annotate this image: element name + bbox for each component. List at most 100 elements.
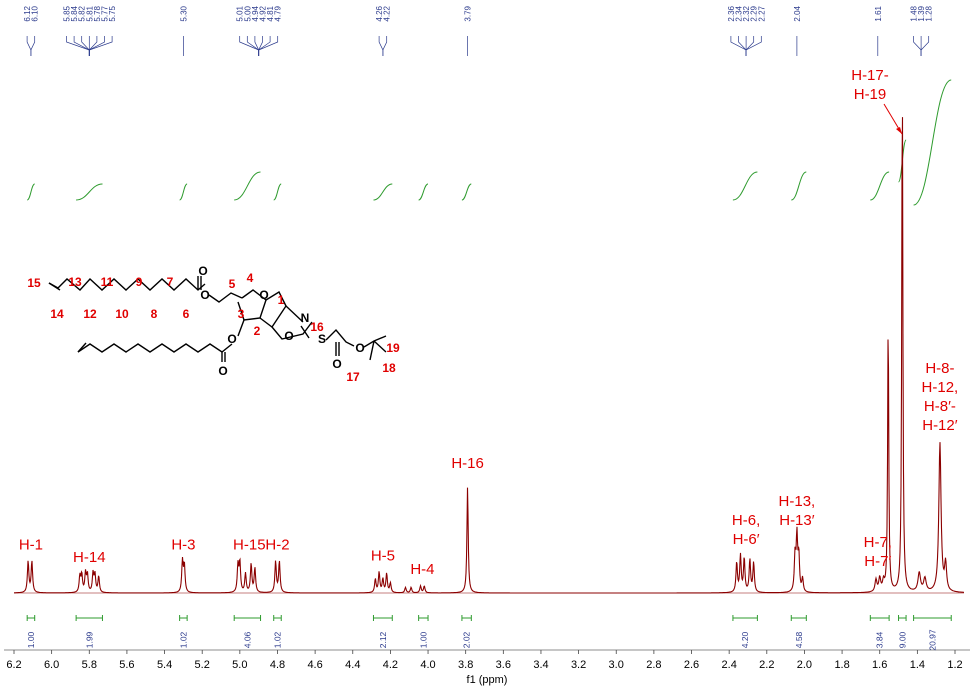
peak-annotation: H-16 [451, 455, 484, 472]
peak-value-label: 4.81 [266, 5, 275, 21]
peak-label-connector [920, 36, 930, 56]
atom-symbol: O [259, 288, 268, 302]
x-tick-label: 2.8 [646, 659, 661, 671]
x-tick-label: 1.2 [947, 659, 962, 671]
atom-number: 6 [183, 307, 190, 321]
atom-symbol: O [355, 341, 364, 355]
x-tick-label: 2.6 [684, 659, 699, 671]
x-tick-label: 4.2 [383, 659, 398, 671]
integral-value: 1.00 [418, 631, 428, 648]
x-tick-label: 5.0 [232, 659, 247, 671]
peak-annotation: H-13, [779, 493, 816, 510]
peak-annotation: H-5 [371, 548, 395, 565]
atom-number: 4 [247, 271, 254, 285]
atom-symbol: O [332, 357, 341, 371]
peak-value-label: 4.94 [251, 5, 260, 21]
peak-value-label: 1.28 [925, 5, 934, 21]
integral-curve [870, 171, 890, 201]
peak-value-label: 4.79 [274, 5, 283, 21]
atom-symbol: O [284, 329, 293, 343]
peak-value-label: 5.30 [179, 5, 188, 21]
atom-number: 7 [167, 275, 174, 289]
integral-curve [234, 171, 261, 201]
integral-value: 4.20 [740, 631, 750, 648]
atom-number: 2 [254, 324, 261, 338]
peak-label-connector [382, 36, 388, 56]
atom-number: 5 [229, 277, 236, 291]
peak-label-connector [745, 36, 762, 56]
atom-number: 18 [382, 361, 396, 375]
atom-number: 10 [115, 307, 129, 321]
x-tick-label: 2.4 [722, 659, 737, 671]
x-tick-label: 2.2 [759, 659, 774, 671]
atom-symbol: N [301, 311, 310, 325]
integral-curve [418, 183, 429, 201]
atom-symbol: O [200, 288, 209, 302]
peak-value-label: 5.77 [101, 5, 110, 21]
peak-annotation: H-2 [265, 537, 289, 554]
atom-symbol: S [318, 332, 326, 346]
integral-curve [461, 183, 472, 201]
peak-annotation: H-8- [925, 360, 954, 377]
peak-annotation: H-4 [410, 561, 434, 578]
x-tick-label: 3.4 [533, 659, 548, 671]
atom-symbol: O [198, 264, 207, 278]
peak-value-label: 5.01 [236, 5, 245, 21]
peak-label-connector [258, 36, 279, 56]
integral-value: 20.97 [927, 629, 937, 651]
atom-number: 13 [68, 275, 82, 289]
integral-value: 3.84 [875, 631, 885, 648]
atom-number: 17 [346, 370, 360, 384]
peak-value-label: 1.48 [910, 5, 919, 21]
x-tick-label: 5.2 [195, 659, 210, 671]
atom-number: 1 [278, 293, 285, 307]
x-tick-label: 6.0 [44, 659, 59, 671]
integral-bars: 1.00 1.99 1.02 4.06 1.02 2.12 1.00 2.02 4.20 4.58… [26, 615, 952, 651]
x-tick-label: 1.4 [910, 659, 925, 671]
peak-value-label: 6.10 [31, 5, 40, 21]
integral-value: 2.02 [462, 631, 472, 648]
peak-value-label: 5.00 [243, 5, 252, 21]
x-axis-label: f1 (ppm) [467, 674, 508, 686]
peak-annotation: H-8′- [924, 398, 956, 415]
peak-annotation: H-6, [732, 512, 760, 529]
atom-symbol: O [227, 332, 236, 346]
peak-annotation: H-12, [922, 379, 959, 396]
x-tick-label: 4.8 [270, 659, 285, 671]
atom-number: 19 [386, 341, 400, 355]
atom-symbol: O [218, 364, 227, 378]
integral-value: 2.12 [378, 631, 388, 648]
x-tick-label: 3.8 [458, 659, 473, 671]
peak-value-label: 5.85 [63, 5, 72, 21]
peak-labels: 6.126.10 5.855.845.825.815.785.775.75 5.30… [23, 5, 934, 56]
peak-annotation: H-13′ [779, 512, 815, 529]
atom-number: 3 [238, 307, 245, 321]
peak-value-label: 2.04 [793, 5, 802, 21]
callout-arrowhead [896, 127, 902, 134]
x-tick-label: 3.0 [609, 659, 624, 671]
peak-value-label: 2.29 [750, 5, 759, 21]
peak-value-label: 2.34 [735, 5, 744, 21]
peak-annotation: H-19 [854, 86, 887, 103]
x-tick-label: 5.8 [82, 659, 97, 671]
peak-annotation: H-14 [73, 549, 106, 566]
atom-number: 16 [310, 320, 324, 334]
peak-value-label: 1.39 [917, 5, 926, 21]
x-axis: 6.2 6.0 5.8 5.6 5.4 5.2 5.0 4.8 4.6 4.4 4.2 4.0 3.8 3… [4, 649, 970, 686]
peak-annotation: H-12′ [922, 417, 958, 434]
atom-number: 14 [50, 307, 64, 321]
peak-value-label: 5.81 [85, 5, 94, 21]
peak-value-label: 2.27 [757, 5, 766, 21]
x-tick-label: 4.0 [420, 659, 435, 671]
integral-curve [791, 171, 807, 201]
atom-number: 15 [27, 276, 41, 290]
peak-value-label: 3.79 [464, 5, 473, 21]
peak-value-label: 2.36 [727, 5, 736, 21]
peak-label-connector [88, 36, 113, 56]
peak-value-label: 4.22 [383, 5, 392, 21]
x-tick-label: 6.2 [6, 659, 21, 671]
peak-value-label: 4.92 [259, 5, 268, 21]
integral-curve [732, 171, 758, 201]
